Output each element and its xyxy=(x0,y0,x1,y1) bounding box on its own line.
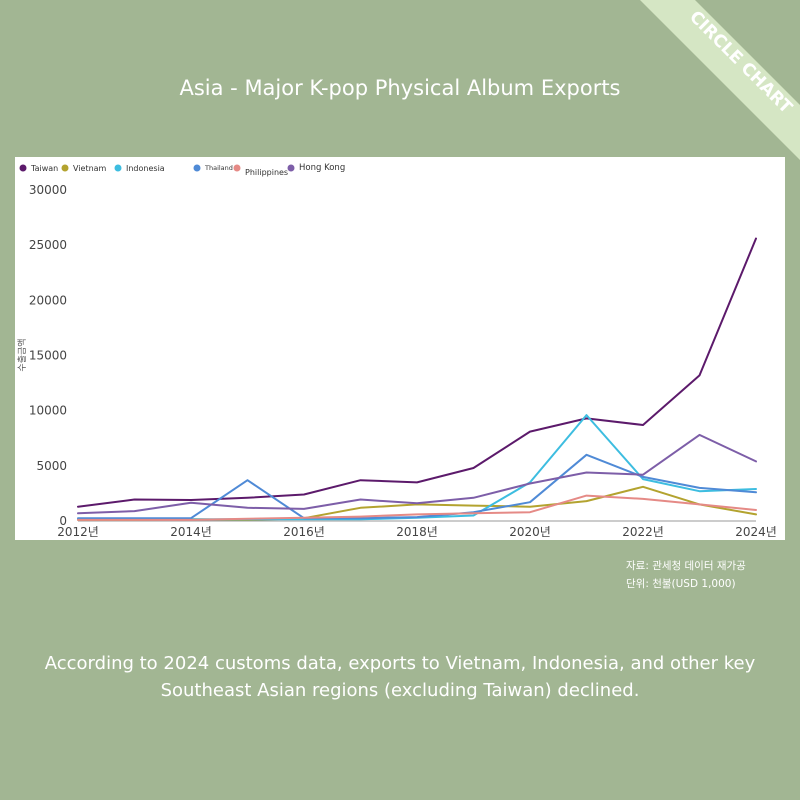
line-chart: 0 5000 10000 15000 20000 25000 30000 2012년 2014년… xyxy=(16,163,777,539)
x-tick-label: 2012년 xyxy=(57,525,99,539)
x-tick-label: 2022년 xyxy=(622,525,664,539)
y-tick-label: 5000 xyxy=(36,459,67,473)
y-axis-label: 수출금액 xyxy=(16,338,28,371)
caption: According to 2024 customs data, exports … xyxy=(0,650,800,704)
caption-line-2: Southeast Asian regions (excluding Taiwa… xyxy=(160,680,640,701)
unit-line: 단위: 천불(USD 1,000) xyxy=(626,578,736,590)
legend-marker xyxy=(19,164,27,172)
legend-marker xyxy=(114,164,122,172)
series-line-philippines xyxy=(77,494,757,521)
source-note: 자료: 관세청 데이터 재가공 단위: 천불(USD 1,000) xyxy=(626,557,746,593)
series-line-taiwan xyxy=(77,237,757,508)
series-line-thailand xyxy=(77,453,757,520)
chart-panel: 0 5000 10000 15000 20000 25000 30000 2012년 2014년… xyxy=(15,157,785,540)
legend-marker xyxy=(287,164,295,172)
y-tick-label: 15000 xyxy=(29,349,67,363)
legend-marker xyxy=(233,164,241,172)
x-tick-label: 2016년 xyxy=(283,525,325,539)
y-tick-label: 10000 xyxy=(29,404,67,418)
legend-label: Hong Kong xyxy=(299,163,345,173)
x-tick-label: 2014년 xyxy=(170,525,212,539)
legend-label: Taiwan xyxy=(30,164,58,173)
chart-title: Asia - Major K-pop Physical Album Export… xyxy=(179,76,621,100)
series-line-hong-kong xyxy=(77,433,757,515)
ribbon-label: CIRCLE CHART xyxy=(685,7,796,118)
y-tick-label: 20000 xyxy=(29,293,67,307)
y-tick-label: 25000 xyxy=(29,238,67,252)
y-tick-label: 0 xyxy=(59,514,67,528)
x-tick-label: 2024년 xyxy=(735,525,777,539)
x-tick-label: 2018년 xyxy=(396,525,438,539)
legend-marker xyxy=(193,164,201,172)
legend-label: Philippines xyxy=(245,168,288,177)
legend-label: Thailand xyxy=(204,164,233,172)
y-tick-label: 30000 xyxy=(29,183,67,197)
legend-label: Vietnam xyxy=(73,164,107,173)
source-line: 자료: 관세청 데이터 재가공 xyxy=(626,560,746,572)
legend-label: Indonesia xyxy=(126,164,165,173)
x-tick-label: 2020년 xyxy=(509,525,551,539)
legend-marker xyxy=(61,164,69,172)
caption-line-1: According to 2024 customs data, exports … xyxy=(44,653,756,674)
